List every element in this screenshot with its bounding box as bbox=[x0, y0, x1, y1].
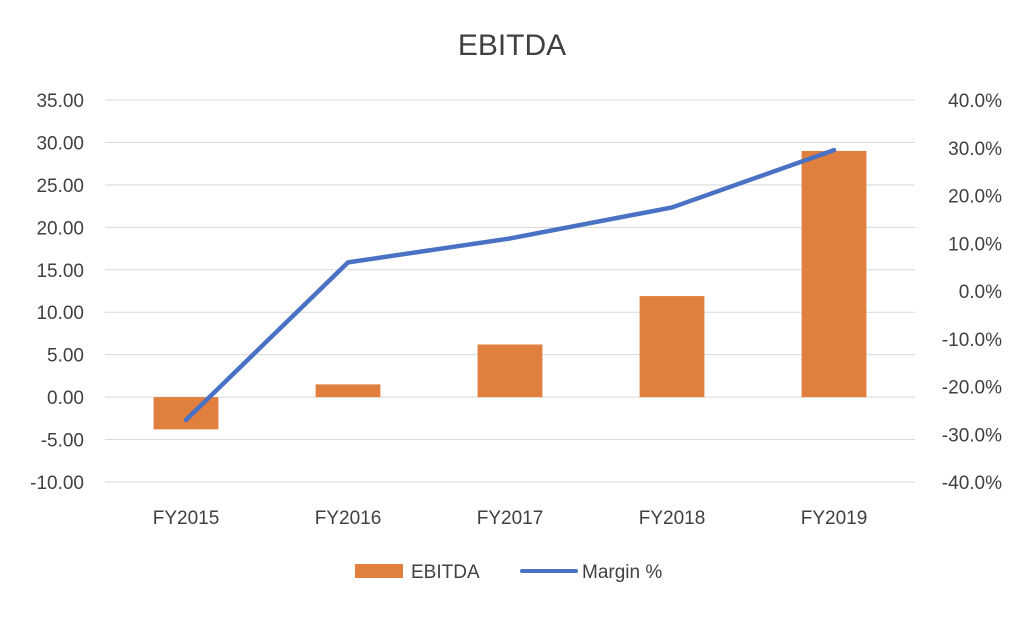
left-tick-label: 10.00 bbox=[36, 303, 84, 324]
margin-line-group bbox=[183, 147, 837, 423]
category-axis: FY2015 FY2016 FY2017 FY2018 FY2019 bbox=[153, 508, 868, 529]
left-tick-label: 25.00 bbox=[36, 176, 84, 197]
right-tick-label: 20.0% bbox=[948, 187, 1002, 208]
bar-ebitda-fy2018 bbox=[639, 296, 705, 398]
category-label: FY2015 bbox=[153, 508, 220, 529]
right-tick-label: -30.0% bbox=[942, 425, 1002, 446]
left-tick-label: -5.00 bbox=[41, 431, 84, 452]
left-axis: -10.00 -5.00 0.00 5.00 10.00 15.00 20.00 25.00 3… bbox=[30, 91, 84, 494]
left-tick-label: 0.00 bbox=[47, 388, 84, 409]
chart-title: EBITDA bbox=[458, 29, 566, 62]
ebitda-bars bbox=[153, 150, 867, 430]
bar-ebitda-fy2019 bbox=[801, 150, 867, 398]
right-tick-label: 0.0% bbox=[959, 282, 1002, 303]
left-tick-label: 5.00 bbox=[47, 346, 84, 367]
category-label: FY2018 bbox=[639, 508, 706, 529]
left-tick-label: 15.00 bbox=[36, 261, 84, 282]
category-label: FY2017 bbox=[477, 508, 544, 529]
right-tick-label: -20.0% bbox=[942, 378, 1002, 399]
category-label: FY2019 bbox=[801, 508, 868, 529]
right-tick-label: -10.0% bbox=[942, 330, 1002, 351]
right-tick-label: 10.0% bbox=[948, 234, 1002, 255]
right-axis: -40.0% -30.0% -20.0% -10.0% 0.0% 10.0% 20.0% 30… bbox=[942, 91, 1002, 494]
legend-swatch-ebitda bbox=[355, 564, 403, 578]
right-tick-label: 40.0% bbox=[948, 91, 1002, 112]
left-tick-label: 35.00 bbox=[36, 91, 84, 112]
category-label: FY2016 bbox=[315, 508, 382, 529]
right-tick-label: 30.0% bbox=[948, 139, 1002, 160]
legend-label-margin: Margin % bbox=[582, 562, 662, 583]
bar-ebitda-fy2015 bbox=[153, 397, 219, 430]
gridlines bbox=[105, 99, 915, 483]
bar-ebitda-fy2017 bbox=[477, 344, 543, 398]
left-tick-label: 20.00 bbox=[36, 218, 84, 239]
left-tick-label: -10.00 bbox=[30, 473, 84, 494]
bar-ebitda-fy2016 bbox=[315, 384, 381, 398]
legend-label-ebitda: EBITDA bbox=[411, 562, 480, 583]
right-tick-label: -40.0% bbox=[942, 473, 1002, 494]
margin-line bbox=[183, 147, 837, 423]
legend: EBITDA Margin % bbox=[355, 562, 662, 583]
left-tick-label: 30.00 bbox=[36, 133, 84, 154]
